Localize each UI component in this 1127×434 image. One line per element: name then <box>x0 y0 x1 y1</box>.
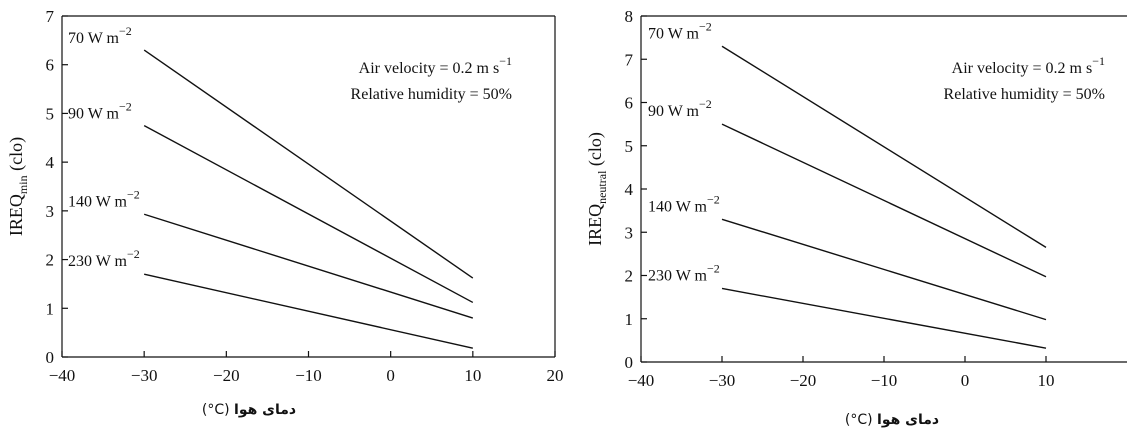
x-tick-label: −30 <box>131 366 158 385</box>
x-tick-label: −40 <box>628 371 655 390</box>
series-label: 140 W m−2 <box>648 192 720 215</box>
x-tick-label: −20 <box>213 366 240 385</box>
series-line <box>721 287 1047 349</box>
y-axis-label: IREQmin (clo) <box>6 137 30 236</box>
y-tick-label: 7 <box>46 7 55 26</box>
x-tick-label: −10 <box>871 371 898 390</box>
annotation: Relative humidity = 50% <box>351 86 512 103</box>
x-tick-label: −20 <box>790 371 817 390</box>
y-tick-label: 3 <box>625 223 634 242</box>
series-line <box>143 213 474 319</box>
y-tick-label: 8 <box>625 7 634 26</box>
y-tick-label: 4 <box>46 153 55 172</box>
annotation: Air velocity = 0.2 m s−1 <box>359 54 512 77</box>
x-tick-label: 0 <box>961 371 970 390</box>
y-tick-label: 0 <box>625 353 634 372</box>
series-line <box>721 123 1047 278</box>
series-label: 230 W m−2 <box>68 247 140 270</box>
series-line <box>143 49 474 279</box>
y-tick-label: 5 <box>625 137 634 156</box>
chart-panel-2: 0 1 2 3 4 5 6 7 8 −40 −30 −20 −10 0 10 70 W m−2 90 W m−2… <box>585 7 1127 428</box>
y-tick-label: 5 <box>46 104 55 123</box>
series-line <box>144 273 473 349</box>
chart-panel-1: 0 1 2 3 4 5 6 7 −40 −30 −20 −10 0 10 20 70 W m−2 90 W m−… <box>6 7 564 418</box>
y-tick-label: 2 <box>625 267 634 286</box>
series-label: 140 W m−2 <box>68 187 140 210</box>
y-axis-label: IREQneutral (clo) <box>585 132 609 246</box>
y-tick-label: 6 <box>625 94 634 113</box>
x-axis-label: (°C) دمای هوا <box>845 412 939 428</box>
x-tick-label: 10 <box>464 366 481 385</box>
series-label: 230 W m−2 <box>648 261 720 284</box>
series-label: 70 W m−2 <box>68 24 132 47</box>
y-tick-label: 7 <box>625 50 634 69</box>
y-tick-label: 1 <box>625 310 634 329</box>
series-label: 90 W m−2 <box>648 97 712 120</box>
series-line <box>721 45 1047 248</box>
y-tick-label: 6 <box>46 56 55 75</box>
y-tick-label: 3 <box>46 202 55 221</box>
series-line <box>143 124 474 304</box>
annotation: Relative humidity = 50% <box>944 86 1105 103</box>
x-tick-label: −30 <box>709 371 736 390</box>
annotation: Air velocity = 0.2 m s−1 <box>952 54 1105 77</box>
x-tick-label: 10 <box>1038 371 1055 390</box>
y-tick-label: 4 <box>625 180 634 199</box>
y-tick-label: 2 <box>46 251 55 270</box>
y-tick-label: 0 <box>46 348 55 367</box>
x-axis-label: (°C) دمای هوا <box>202 402 296 418</box>
x-tick-label: −10 <box>295 366 322 385</box>
y-tick-label: 1 <box>46 299 55 318</box>
series-label: 70 W m−2 <box>648 19 712 42</box>
series-label: 90 W m−2 <box>68 100 132 123</box>
x-tick-label: 20 <box>547 366 564 385</box>
x-tick-label: −40 <box>49 366 76 385</box>
series-line <box>721 218 1047 321</box>
x-tick-label: 0 <box>386 366 395 385</box>
